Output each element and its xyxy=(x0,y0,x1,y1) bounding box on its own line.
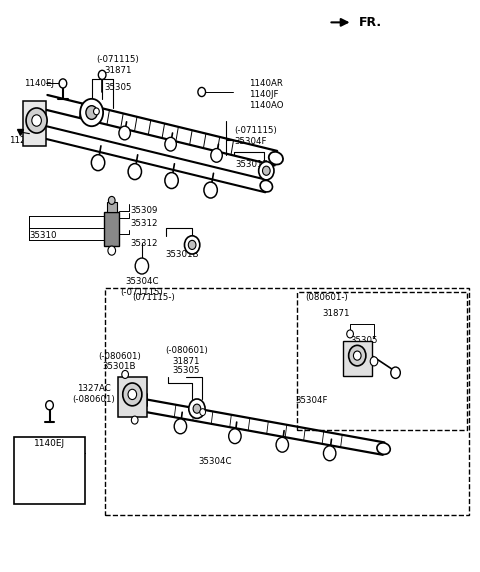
Text: (-071115)
35304F: (-071115) 35304F xyxy=(234,126,277,146)
Circle shape xyxy=(348,345,366,366)
Circle shape xyxy=(200,408,205,415)
Text: (-071115)
31871: (-071115) 31871 xyxy=(96,55,139,75)
Circle shape xyxy=(324,446,336,460)
Circle shape xyxy=(370,357,378,366)
Circle shape xyxy=(123,383,142,406)
Ellipse shape xyxy=(377,443,390,454)
Circle shape xyxy=(174,419,187,434)
Circle shape xyxy=(80,99,103,126)
Circle shape xyxy=(26,108,47,133)
Text: 35305: 35305 xyxy=(351,336,378,345)
Circle shape xyxy=(91,154,105,170)
Polygon shape xyxy=(118,378,147,417)
Text: 31871: 31871 xyxy=(322,309,349,318)
Circle shape xyxy=(276,438,288,452)
Text: FR.: FR. xyxy=(359,16,382,29)
Circle shape xyxy=(128,390,137,400)
Text: (-080601)
31871: (-080601) 31871 xyxy=(165,346,208,366)
Text: (-080601)
35301B: (-080601) 35301B xyxy=(98,352,141,371)
Text: 1140EJ: 1140EJ xyxy=(24,80,54,89)
Ellipse shape xyxy=(260,180,273,192)
Text: (080601-): (080601-) xyxy=(305,293,348,302)
Bar xyxy=(105,288,469,515)
Text: 35301B: 35301B xyxy=(235,161,269,169)
Circle shape xyxy=(204,182,217,198)
Circle shape xyxy=(135,258,149,274)
Circle shape xyxy=(188,240,196,249)
Circle shape xyxy=(347,330,353,338)
Circle shape xyxy=(263,166,270,175)
Text: 35312: 35312 xyxy=(130,239,157,248)
Circle shape xyxy=(189,399,205,418)
Text: 35304F: 35304F xyxy=(295,396,327,404)
Circle shape xyxy=(228,429,241,444)
Text: 35301B: 35301B xyxy=(166,250,199,259)
Text: 35305: 35305 xyxy=(104,83,132,92)
Text: 35305: 35305 xyxy=(173,366,200,375)
Text: 35304C
(-071115): 35304C (-071115) xyxy=(120,277,163,297)
Circle shape xyxy=(94,108,99,115)
Bar xyxy=(298,292,468,430)
Circle shape xyxy=(128,164,142,180)
Text: (071115-): (071115-) xyxy=(132,293,175,302)
Circle shape xyxy=(165,137,176,151)
Circle shape xyxy=(108,246,116,255)
Text: 35304C: 35304C xyxy=(198,457,232,466)
Circle shape xyxy=(165,173,178,189)
Ellipse shape xyxy=(269,152,283,165)
Polygon shape xyxy=(23,101,46,146)
Text: 35310: 35310 xyxy=(29,231,57,240)
Circle shape xyxy=(59,79,67,88)
Circle shape xyxy=(184,236,200,254)
Bar xyxy=(104,212,120,246)
Circle shape xyxy=(119,126,131,140)
Circle shape xyxy=(259,162,274,180)
Text: 1140EJ: 1140EJ xyxy=(34,439,65,448)
Circle shape xyxy=(391,367,400,379)
Circle shape xyxy=(193,404,201,413)
Circle shape xyxy=(32,115,41,126)
Circle shape xyxy=(86,106,97,120)
Text: 1327AC
(-080601): 1327AC (-080601) xyxy=(72,384,115,404)
Circle shape xyxy=(132,416,138,424)
Bar xyxy=(14,436,85,504)
Circle shape xyxy=(198,88,205,97)
Text: 1123GG: 1123GG xyxy=(9,137,45,145)
Circle shape xyxy=(122,371,129,379)
Circle shape xyxy=(353,351,361,360)
Bar xyxy=(107,201,117,212)
Text: 1140AR
1140JF
1140AO: 1140AR 1140JF 1140AO xyxy=(249,80,283,110)
Text: 35309: 35309 xyxy=(130,206,157,215)
Circle shape xyxy=(108,196,115,204)
Circle shape xyxy=(98,70,106,80)
Circle shape xyxy=(211,149,222,162)
Circle shape xyxy=(46,401,53,410)
Text: 35312: 35312 xyxy=(130,219,157,228)
Polygon shape xyxy=(343,341,372,376)
